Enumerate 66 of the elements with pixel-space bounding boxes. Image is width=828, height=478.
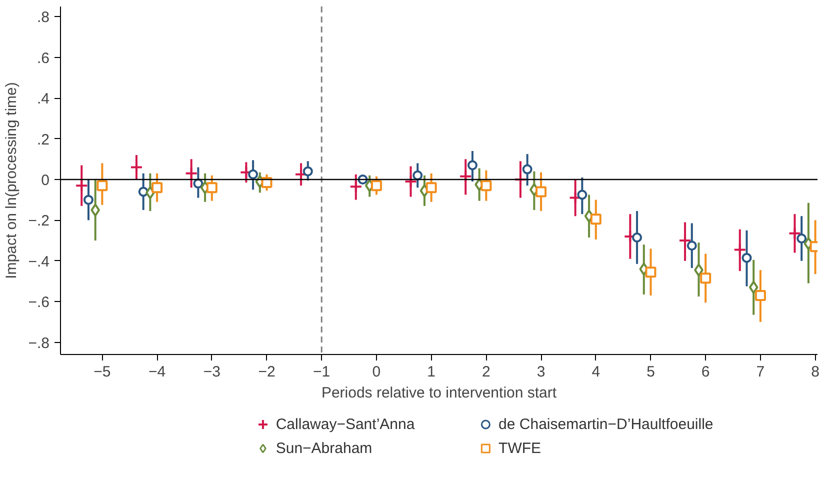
point bbox=[96, 180, 108, 192]
x-tick-label: 5 bbox=[646, 364, 655, 380]
y-axis-title: Impact on ln(processing time) bbox=[3, 82, 20, 279]
x-tick-label: 6 bbox=[701, 364, 710, 380]
point bbox=[404, 175, 418, 188]
legend-label: Sun−Abraham bbox=[276, 440, 372, 457]
x-tick-label: 4 bbox=[592, 364, 600, 380]
legend-label: Callaway−Sant’Anna bbox=[276, 416, 416, 433]
point bbox=[138, 186, 148, 197]
point bbox=[788, 226, 802, 240]
point bbox=[733, 243, 746, 256]
x-tick-label: −4 bbox=[148, 364, 166, 380]
y-tick-label: −.8 bbox=[28, 334, 50, 352]
point bbox=[748, 280, 758, 294]
point bbox=[83, 194, 94, 205]
point bbox=[75, 179, 88, 192]
point bbox=[742, 252, 752, 263]
y-tick-label: −.6 bbox=[28, 294, 50, 312]
point bbox=[536, 186, 547, 198]
x-tick-label: 7 bbox=[756, 364, 765, 380]
point bbox=[645, 266, 656, 278]
point bbox=[514, 172, 527, 186]
x-tick-label: −3 bbox=[203, 364, 220, 380]
x-tick-label: 0 bbox=[372, 364, 381, 380]
y-tick-label: 0 bbox=[41, 172, 50, 189]
point bbox=[577, 190, 588, 200]
point bbox=[206, 182, 218, 194]
legend-label: TWFE bbox=[498, 440, 542, 457]
point bbox=[686, 240, 697, 251]
y-tick-label: .8 bbox=[36, 9, 50, 26]
x-tick-label: −5 bbox=[94, 364, 111, 380]
point bbox=[349, 180, 362, 194]
point bbox=[678, 234, 692, 248]
point bbox=[754, 290, 766, 301]
point bbox=[590, 214, 602, 225]
point bbox=[412, 170, 423, 180]
point bbox=[568, 191, 582, 204]
point bbox=[426, 182, 437, 194]
point bbox=[184, 166, 198, 180]
y-tick-label: −.4 bbox=[28, 253, 50, 270]
y-tick-label: .4 bbox=[36, 90, 50, 108]
point bbox=[694, 264, 704, 277]
y-tick-label: .2 bbox=[36, 131, 50, 148]
point bbox=[90, 204, 100, 217]
point bbox=[522, 164, 532, 174]
point bbox=[480, 180, 492, 192]
x-axis-title: Periods relative to intervention start bbox=[321, 384, 558, 402]
point bbox=[632, 232, 642, 242]
point bbox=[700, 272, 712, 284]
x-tick-label: 2 bbox=[482, 364, 490, 380]
x-tick-label: −2 bbox=[258, 364, 276, 380]
y-tick-label: .6 bbox=[36, 50, 50, 67]
point bbox=[130, 160, 143, 174]
y-tick-label: −.2 bbox=[28, 212, 50, 230]
point bbox=[370, 180, 382, 192]
x-tick-label: 3 bbox=[536, 364, 546, 380]
x-tick-label: 8 bbox=[811, 364, 820, 380]
legend-label: de Chaisemartin−D’Haultfoeuille bbox=[498, 416, 714, 433]
point bbox=[152, 182, 163, 194]
point bbox=[459, 170, 472, 183]
point bbox=[796, 234, 807, 244]
point bbox=[467, 160, 478, 170]
x-tick-label: −1 bbox=[313, 364, 330, 380]
point bbox=[302, 166, 313, 176]
x-tick-label: 1 bbox=[427, 364, 436, 380]
point bbox=[248, 169, 258, 180]
